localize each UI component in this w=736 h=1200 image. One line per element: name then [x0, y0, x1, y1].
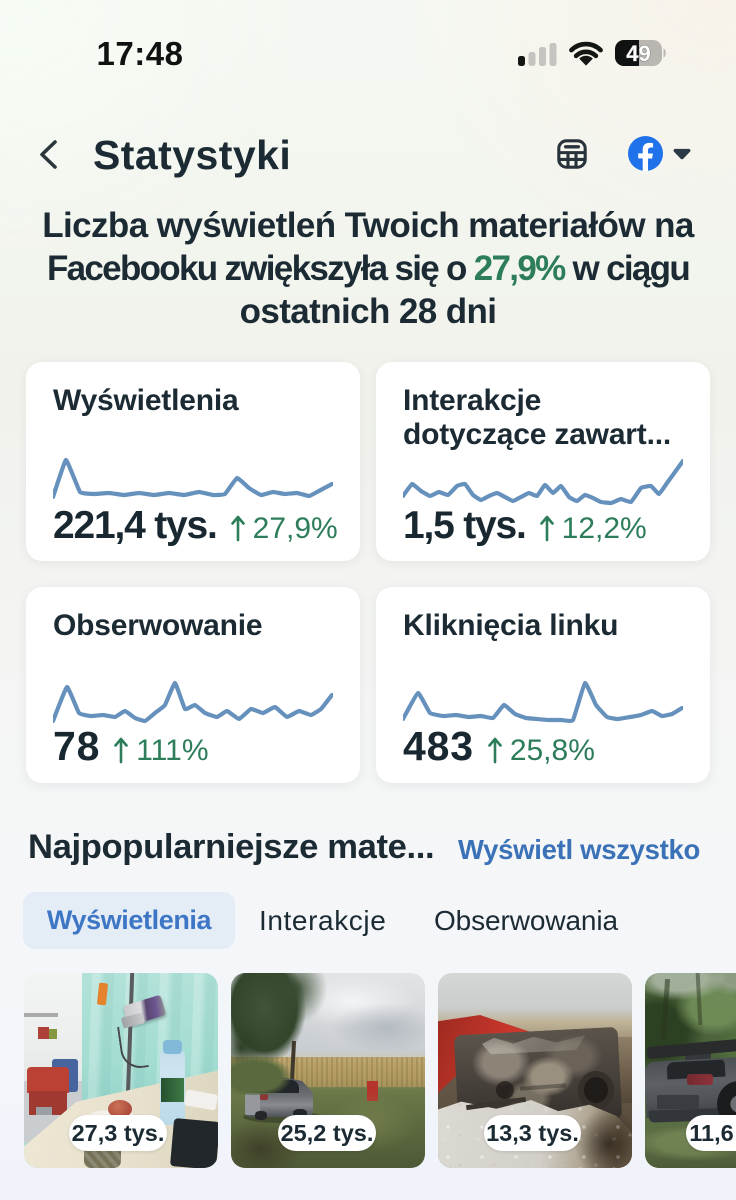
- svg-text:49: 49: [626, 41, 650, 66]
